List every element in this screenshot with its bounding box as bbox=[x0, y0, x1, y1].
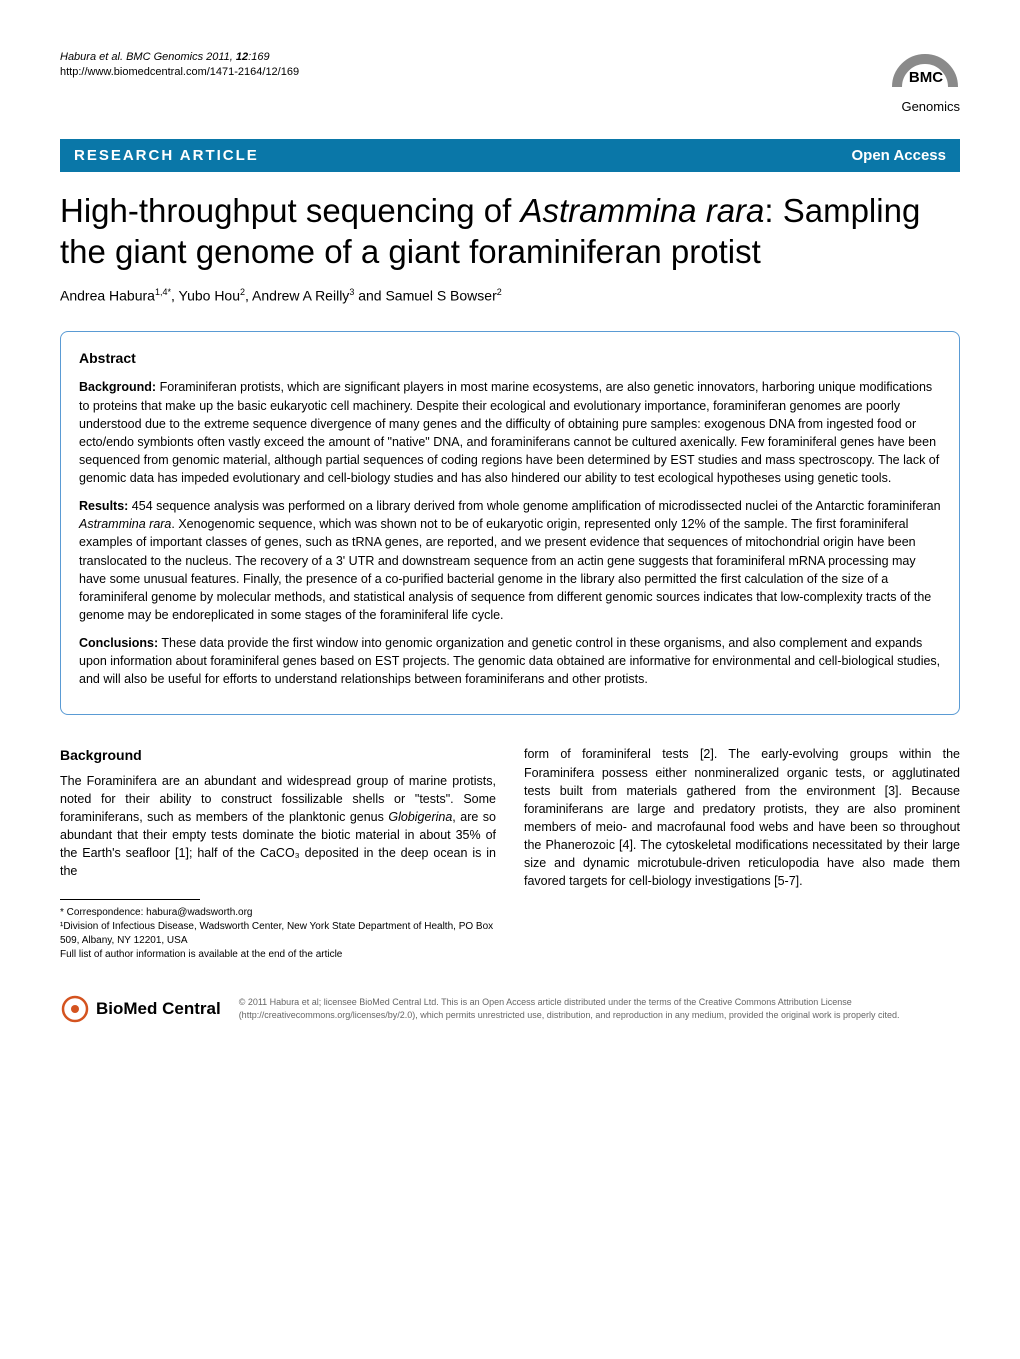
svg-text:BMC: BMC bbox=[909, 69, 943, 86]
article-type-banner: RESEARCH ARTICLE Open Access bbox=[60, 139, 960, 172]
background-paragraph-1: The Foraminifera are an abundant and wid… bbox=[60, 772, 496, 881]
results-text-post: . Xenogenomic sequence, which was shown … bbox=[79, 517, 931, 622]
page-footer: BioMed Central © 2011 Habura et al; lice… bbox=[60, 986, 960, 1024]
abstract-background: Background: Foraminiferan protists, whic… bbox=[79, 378, 941, 487]
journal-name: Genomics bbox=[892, 99, 960, 114]
citation-url: http://www.biomedcentral.com/1471-2164/1… bbox=[60, 65, 299, 80]
column-left: Background The Foraminifera are an abund… bbox=[60, 745, 496, 961]
abstract-results: Results: 454 sequence analysis was perfo… bbox=[79, 497, 941, 624]
biomed-central-text: BioMed Central bbox=[96, 999, 221, 1019]
conclusions-text: These data provide the first window into… bbox=[79, 636, 940, 686]
article-type-label: RESEARCH ARTICLE bbox=[74, 147, 259, 164]
author-2: Yubo Hou bbox=[179, 287, 241, 303]
author-1: Andrea Habura bbox=[60, 287, 155, 303]
correspondence-divider bbox=[60, 899, 200, 900]
background-paragraph-2: form of foraminiferal tests [2]. The ear… bbox=[524, 745, 960, 890]
biomed-central-logo: BioMed Central bbox=[60, 994, 221, 1024]
conclusions-label: Conclusions: bbox=[79, 636, 158, 650]
background-text: Foraminiferan protists, which are signif… bbox=[79, 380, 939, 485]
body-columns: Background The Foraminifera are an abund… bbox=[60, 745, 960, 961]
author-3-affil: 3 bbox=[349, 287, 354, 297]
correspondence-affiliation: ¹Division of Infectious Disease, Wadswor… bbox=[60, 920, 496, 948]
author-4-affil: 2 bbox=[497, 287, 502, 297]
citation-block: Habura et al. BMC Genomics 2011, 12:169 … bbox=[60, 50, 299, 81]
abstract-conclusions: Conclusions: These data provide the firs… bbox=[79, 634, 941, 688]
correspondence-note: Full list of author information is avail… bbox=[60, 948, 496, 962]
bmc-circle-icon bbox=[60, 994, 90, 1024]
background-section-heading: Background bbox=[60, 745, 496, 765]
col1-species: Globigerina bbox=[388, 810, 452, 824]
article-title: High-throughput sequencing of Astrammina… bbox=[60, 190, 960, 273]
results-species: Astrammina rara bbox=[79, 517, 171, 531]
title-species: Astrammina rara bbox=[521, 192, 765, 229]
column-right: form of foraminiferal tests [2]. The ear… bbox=[524, 745, 960, 961]
citation-line: Habura et al. BMC Genomics 2011, 12:169 bbox=[60, 50, 299, 65]
title-pre: High-throughput sequencing of bbox=[60, 192, 521, 229]
author-2-affil: 2 bbox=[240, 287, 245, 297]
abstract-heading: Abstract bbox=[79, 348, 941, 368]
bmc-arc-icon: BMC bbox=[892, 50, 960, 92]
license-text: © 2011 Habura et al; licensee BioMed Cen… bbox=[239, 996, 960, 1020]
author-3: Andrew A Reilly bbox=[252, 287, 349, 303]
author-1-affil: 1,4* bbox=[155, 287, 171, 297]
authors-line: Andrea Habura1,4*, Yubo Hou2, Andrew A R… bbox=[60, 287, 960, 304]
open-access-label: Open Access bbox=[852, 147, 947, 164]
results-text-pre: 454 sequence analysis was performed on a… bbox=[128, 499, 940, 513]
journal-logo: BMC Genomics bbox=[892, 50, 960, 114]
results-label: Results: bbox=[79, 499, 128, 513]
abstract-box: Abstract Background: Foraminiferan proti… bbox=[60, 331, 960, 715]
correspondence-block: * Correspondence: habura@wadsworth.org ¹… bbox=[60, 906, 496, 962]
page-header: Habura et al. BMC Genomics 2011, 12:169 … bbox=[60, 50, 960, 114]
author-4: Samuel S Bowser bbox=[385, 287, 496, 303]
background-label: Background: bbox=[79, 380, 156, 394]
correspondence-email: * Correspondence: habura@wadsworth.org bbox=[60, 906, 496, 920]
